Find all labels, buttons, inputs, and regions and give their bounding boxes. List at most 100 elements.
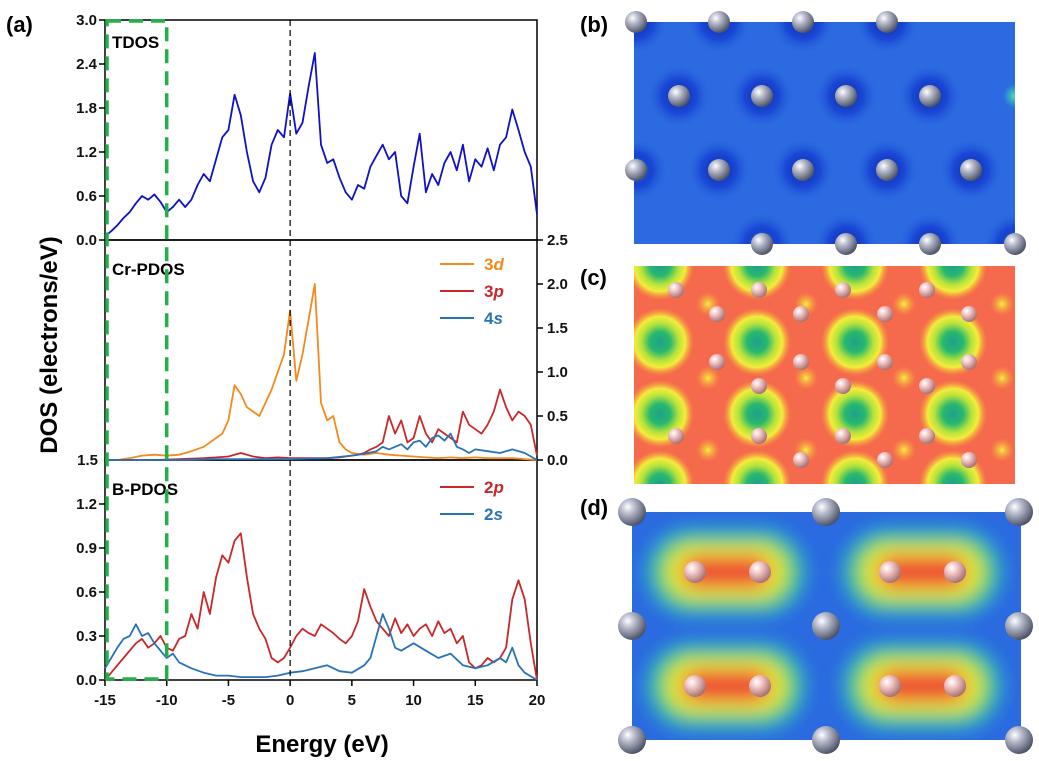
series-line-2s [104,613,538,681]
charge-spot [919,380,987,448]
y-tick-label: 0.9 [76,540,97,557]
panel-b-atoms [625,11,1026,255]
cr-atom [1005,726,1033,754]
charge-spot [723,308,791,376]
b-atom [879,675,901,697]
b-atom [668,428,684,444]
cr-atom [668,85,690,107]
b-atom [835,378,851,394]
cr-legend: 3d 3p 4s [440,255,504,328]
y-tick-label: 1.8 [76,100,97,117]
charge-spot [723,380,791,448]
b-pdos-title: B-PDOS [112,480,178,499]
b-legend-label-2s: 2s [484,505,503,524]
x-tick-label: 10 [405,692,422,709]
charge-spot [634,380,694,448]
cr-legend-label-3d: 3d [484,255,504,274]
charge-spot-small [696,366,720,390]
series-line-3p [105,388,538,461]
x-tick-label: 15 [467,692,484,709]
dos-lines [104,19,538,681]
b-legend-2s-base: 2 [484,505,493,524]
b-atom [919,378,935,394]
panel-b-map [634,22,1015,244]
charge-spot-small [794,366,818,390]
b-legend-2p-orbital: p [492,478,503,497]
cr-atom [625,159,647,181]
y-tick-label: 2.0 [547,276,568,293]
charge-well [634,138,668,202]
panel-c: (c) [580,265,1015,484]
cr-atom [876,159,898,181]
charge-well [687,22,751,54]
y-tick-label: 0.0 [547,452,568,469]
y-tick-label: 0.5 [547,408,568,425]
y-tick-label: 0.0 [76,232,97,249]
charge-spot [821,380,889,448]
panel-a-label: (a) [6,12,33,37]
cr-atom [812,726,840,754]
b-atom [751,282,767,298]
charge-well [855,22,919,54]
b-atom [749,561,771,583]
b-atom [709,354,725,370]
charge-well [771,22,835,54]
charge-spot [919,308,987,376]
panel-b: (b) [580,11,1026,255]
b-atom [709,306,725,322]
cr-legend-label-3p: 3p [484,282,504,301]
charge-spot [723,450,791,484]
b-atom [961,306,977,322]
x-tick-label: -5 [222,692,235,709]
cr-atom [751,233,773,255]
b-legend-2p-base: 2 [484,478,493,497]
y-tick-label: 3.0 [76,12,97,29]
series-line-2p [104,532,538,681]
highlight-box [105,19,169,681]
panel-c-spots [634,266,1014,484]
x-tick-label: 0 [286,692,294,709]
b-atom [879,561,901,583]
y-tick-label: 1.2 [76,144,97,161]
charge-spot-small [990,438,1014,462]
charge-well [898,212,962,244]
panel-d-blobs [646,528,1002,730]
charge-well [730,212,794,244]
cr-atom [708,159,730,181]
b-atom [684,561,706,583]
tdos-title: TDOS [112,33,159,52]
b-legend-label-2p: 2p [484,478,504,497]
panel-c-label: (c) [580,265,607,290]
cr-atom [812,612,840,640]
panel-d-label: (d) [580,495,608,520]
b-atom [751,428,767,444]
y-tick-label: 1.2 [76,496,97,513]
charge-spot-small [892,366,916,390]
series-line-4s [105,432,538,461]
charge-spot-small [696,438,720,462]
b-atom [877,306,893,322]
y-tick-label: 2.4 [76,56,98,73]
b-atom [751,378,767,394]
charge-spot [634,308,694,376]
y-tick-label: 2.5 [547,232,568,249]
b-legend-2s-orbital: s [493,505,502,524]
y-tick-label: 1.5 [547,320,568,337]
cr-atom [1004,233,1026,255]
b-legend: 2p 2s [440,478,504,524]
panel-d-atoms [618,498,1033,754]
cr-atom [960,159,982,181]
x-tick-label: 20 [529,692,546,709]
b-atom [835,428,851,444]
y-tick-label: 0.3 [76,628,97,645]
cr-atom [792,159,814,181]
cr-legend-3d-base: 3 [484,255,493,274]
cr-legend-4s-orbital: s [493,309,502,328]
cr-legend-3p-base: 3 [484,282,493,301]
b-atom [961,354,977,370]
x-tick-label: -10 [156,692,178,709]
b-atom [919,428,935,444]
cr-atom [876,11,898,33]
b-atom [793,354,809,370]
